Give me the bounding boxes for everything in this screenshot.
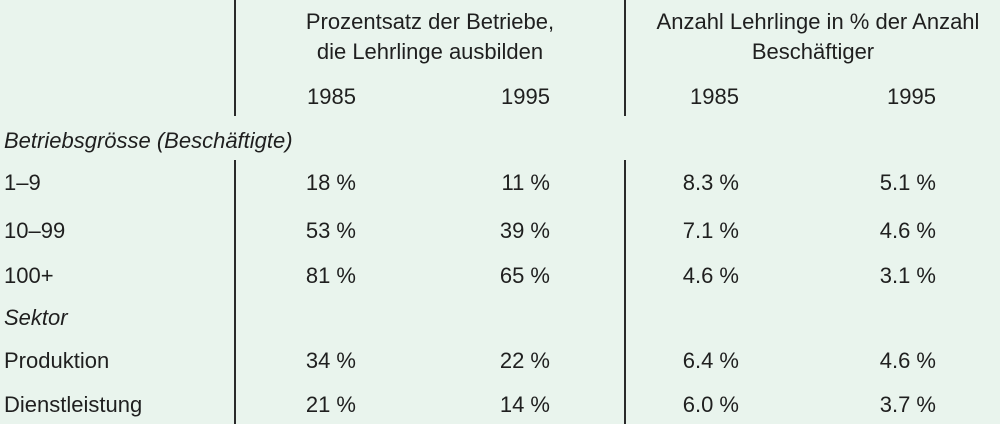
table-cell: 11 %: [501, 170, 550, 195]
group2-header-line2: Beschäftiger: [751, 39, 875, 64]
table-cell: 65 %: [499, 263, 550, 288]
column-divider-1-body: [234, 160, 236, 424]
row-label: 100+: [4, 263, 54, 288]
column-divider-2: [624, 0, 626, 116]
table-cell: 7.1 %: [682, 218, 739, 243]
table-cell: 81 %: [305, 263, 356, 288]
table-cell: 6.0 %: [682, 392, 739, 417]
table-cell: 22 %: [499, 348, 550, 373]
row-label: Dienstleistung: [4, 392, 143, 417]
table-cell: 18 %: [305, 170, 356, 195]
table-cell: 4.6 %: [879, 218, 936, 243]
table-cell: 4.6 %: [682, 263, 739, 288]
table-cell: 39 %: [499, 218, 550, 243]
table-cell: 4.6 %: [879, 348, 936, 373]
table-cell: 6.4 %: [682, 348, 739, 373]
table-cell: 14 %: [499, 392, 550, 417]
table-cell: 8.3 %: [682, 170, 739, 195]
table-cell: 5.1 %: [879, 170, 936, 195]
row-label: 10–99: [4, 218, 66, 243]
group2-header-line1: Anzahl Lehrlinge in % der Anzahl: [656, 9, 980, 34]
row-label: Produktion: [4, 348, 110, 373]
column-divider-1: [234, 0, 236, 116]
group1-header-line1: Prozentsatz der Betriebe,: [305, 9, 555, 34]
table-cell: 3.1 %: [879, 263, 936, 288]
table-cell: 21 %: [305, 392, 356, 417]
column-divider-2-body: [624, 160, 626, 424]
table-cell: 34 %: [305, 348, 356, 373]
table-cell: 3.7 %: [879, 392, 936, 417]
section-title: Betriebsgrösse (Beschäftigte): [4, 128, 293, 153]
year-header: 1995: [501, 84, 550, 109]
section-title: Sektor: [4, 305, 68, 330]
group1-header-line2: die Lehrlinge ausbilden: [316, 39, 544, 64]
year-header: 1995: [887, 84, 936, 109]
year-header: 1985: [690, 84, 739, 109]
year-header: 1985: [307, 84, 356, 109]
row-label: 1–9: [4, 170, 41, 195]
table-cell: 53 %: [305, 218, 356, 243]
